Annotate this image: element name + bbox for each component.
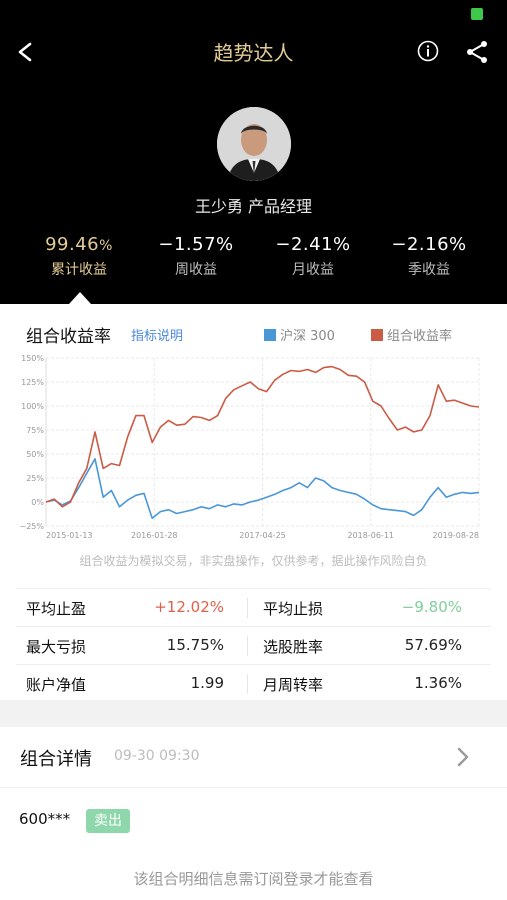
- metric-key: 月周转率: [263, 676, 324, 694]
- metric-value: 15.75%: [166, 636, 224, 654]
- metric-value: 57.69%: [404, 636, 462, 654]
- disclaimer: 组合收益为模拟交易，非实盘操作，仅供参考，据此操作风险自负: [79, 554, 428, 568]
- legend-label-portfolio: 组合收益率: [387, 329, 453, 344]
- stat-quarterly[interactable]: −2.16% 季收益: [374, 234, 484, 279]
- series-line-index: [45, 458, 480, 520]
- stat-value: −2.41%: [275, 234, 351, 255]
- metric-row: 平均止盈 +12.02% 平均止损 −9.80%: [0, 588, 507, 626]
- metric-value: 1.99: [190, 674, 224, 692]
- metric-key: 平均止损: [263, 600, 324, 618]
- metric-row: 账户净值 1.99 月周转率 1.36%: [0, 664, 507, 702]
- header: 趋势达人 王少勇 产品经理 99.46% 累计收益 −1.57% 周收益 −2.…: [0, 0, 507, 304]
- y-tick-label: 0%: [31, 498, 44, 507]
- indicator-explanation-link[interactable]: 指标说明: [131, 329, 184, 344]
- stat-label: 周收益: [175, 262, 217, 278]
- y-tick-label: 50%: [26, 450, 44, 459]
- detail-body: 600*** 卖出 该组合明细信息需订阅登录才能查看: [0, 787, 507, 900]
- page-title: 趋势达人: [213, 41, 294, 65]
- x-tick-label: 2016-01-28: [131, 531, 178, 540]
- divider: [16, 626, 491, 627]
- legend-portfolio: 组合收益率: [371, 325, 452, 344]
- stat-monthly[interactable]: −2.41% 月收益: [258, 234, 368, 279]
- stat-value: −2.16%: [391, 234, 467, 255]
- y-tick-label: 125%: [21, 378, 44, 387]
- metric-value: −9.80%: [401, 598, 462, 616]
- stock-code: 600***: [19, 810, 71, 828]
- y-tick-label: 75%: [26, 426, 44, 435]
- sell-badge: 卖出: [86, 809, 130, 833]
- returns-card: 组合收益率 指标说明 沪深 300 组合收益率 150% 125% 100% 75% 5…: [0, 304, 507, 700]
- metric-value: 1.36%: [414, 674, 462, 692]
- y-tick-label: 150%: [21, 354, 44, 363]
- metric-row: 最大亏损 15.75% 选股胜率 57.69%: [0, 626, 507, 664]
- avatar: [217, 107, 291, 181]
- metric-value: +12.02%: [154, 598, 224, 616]
- detail-timestamp: 09-30 09:30: [114, 748, 200, 764]
- stat-weekly[interactable]: −1.57% 周收益: [141, 234, 251, 279]
- series-line-portfolio: [45, 365, 480, 508]
- stat-label: 季收益: [408, 262, 450, 278]
- portfolio-detail-header[interactable]: 组合详情 09-30 09:30: [0, 727, 507, 787]
- metric-key: 平均止盈: [26, 600, 87, 618]
- x-tick-label: 2015-01-13: [46, 531, 93, 540]
- info-icon[interactable]: [417, 40, 439, 62]
- y-tick-label: 25%: [26, 474, 44, 483]
- legend-swatch-portfolio: [371, 329, 383, 341]
- login-hint[interactable]: 该组合明细信息需订阅登录才能查看: [133, 870, 374, 888]
- divider: [16, 588, 491, 589]
- metric-key: 账户净值: [26, 676, 87, 694]
- stat-unit: %: [99, 238, 113, 254]
- returns-chart: 150% 125% 100% 75% 50% 25% 0% −25%2015-01-13 201…: [20, 354, 480, 540]
- detail-title: 组合详情: [20, 749, 92, 770]
- legend-index: 沪深 300: [264, 325, 335, 344]
- legend-swatch-index: [264, 329, 276, 341]
- stat-value: 99.46: [45, 234, 100, 255]
- stat-cumulative[interactable]: 99.46% 累计收益: [24, 234, 134, 279]
- metric-key: 选股胜率: [263, 638, 324, 656]
- selected-tab-indicator: [69, 292, 91, 304]
- manager-name: 王少勇 产品经理: [194, 197, 313, 216]
- stat-value: −1.57%: [158, 234, 234, 255]
- y-tick-label: −25%: [20, 522, 44, 531]
- metric-key: 最大亏损: [26, 638, 87, 656]
- x-tick-label: 2018-06-11: [348, 531, 395, 540]
- stat-label: 月收益: [292, 262, 334, 278]
- stat-label: 累计收益: [51, 262, 107, 278]
- back-icon[interactable]: [12, 36, 40, 68]
- y-tick-label: 100%: [21, 402, 44, 411]
- x-tick-label: 2017-04-25: [239, 531, 286, 540]
- share-icon[interactable]: [465, 39, 489, 65]
- status-indicator: [471, 8, 483, 20]
- legend-label-index: 沪深 300: [280, 329, 335, 344]
- chart-title: 组合收益率: [26, 327, 111, 347]
- chevron-right-icon[interactable]: [455, 745, 471, 769]
- divider: [16, 664, 491, 665]
- x-tick-label: 2019-08-28: [433, 531, 480, 540]
